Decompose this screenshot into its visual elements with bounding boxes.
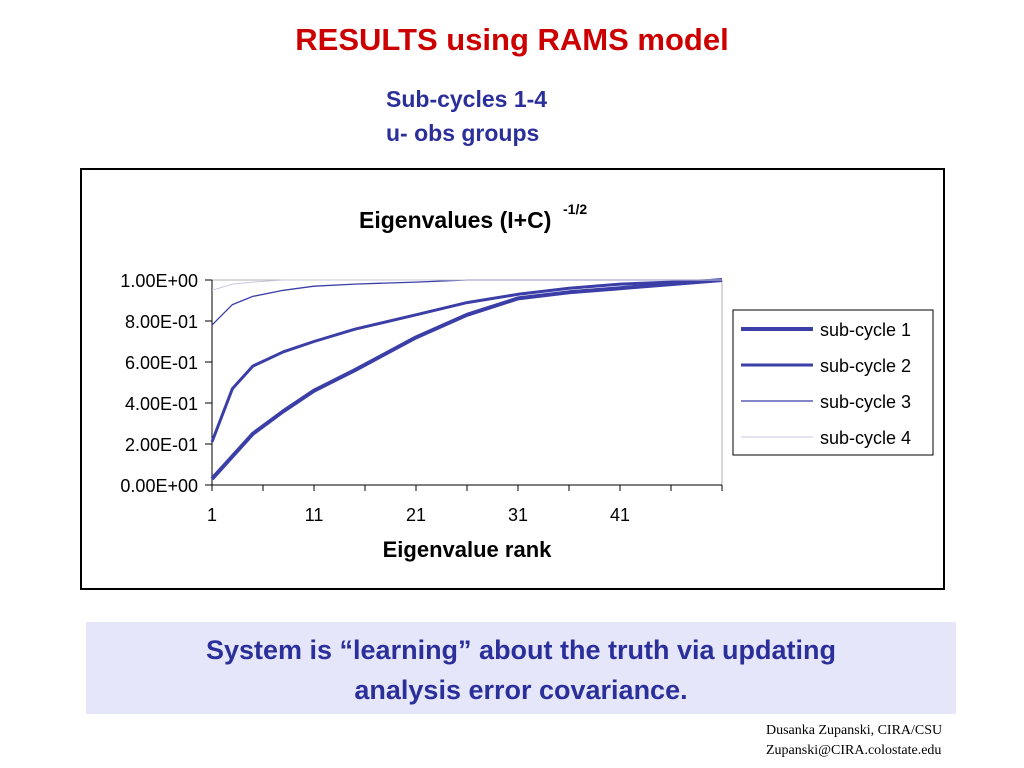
conclusion-line-2: analysis error covariance. bbox=[354, 675, 688, 705]
eigenvalue-chart: Eigenvalues (I+C) -1/2 0.00E+00 2.00E-01 4.0… bbox=[120, 201, 934, 562]
x-axis-label: Eigenvalue rank bbox=[383, 537, 553, 562]
subtitle-line-2: u- obs groups bbox=[386, 120, 540, 146]
subtitle-line-1: Sub-cycles 1-4 bbox=[386, 86, 548, 112]
x-tick-label: 11 bbox=[305, 505, 324, 525]
slide-title: RESULTS using RAMS model bbox=[295, 22, 729, 57]
x-tick-label: 41 bbox=[610, 505, 630, 525]
chart-frame: Eigenvalues (I+C) -1/2 0.00E+00 2.00E-01 4.0… bbox=[80, 168, 945, 590]
y-tick-label: 4.00E-01 bbox=[125, 394, 198, 414]
y-tick-label: 2.00E-01 bbox=[125, 435, 198, 455]
legend-label: sub-cycle 1 bbox=[820, 320, 911, 340]
legend-label: sub-cycle 4 bbox=[820, 428, 911, 448]
legend-label: sub-cycle 3 bbox=[820, 392, 911, 412]
author-credit: Dusanka Zupanski, CIRA/CSU bbox=[766, 723, 943, 738]
y-tick-label: 0.00E+00 bbox=[120, 476, 198, 496]
x-tick-label: 1 bbox=[207, 505, 217, 525]
series-line-2 bbox=[210, 278, 723, 443]
legend-label: sub-cycle 2 bbox=[820, 356, 911, 376]
legend-box bbox=[732, 309, 934, 456]
y-tick-label: 8.00E-01 bbox=[125, 312, 198, 332]
series-line-4 bbox=[211, 279, 722, 291]
chart-title-superscript: -1/2 bbox=[563, 201, 587, 217]
series-line-1 bbox=[210, 278, 723, 481]
conclusion-line-1: System is “learning” about the truth via… bbox=[205, 635, 837, 665]
x-tick-label: 31 bbox=[508, 505, 528, 525]
y-tick-label: 1.00E+00 bbox=[120, 271, 198, 291]
conclusion-box: System is “learning” about the truth via… bbox=[86, 622, 956, 714]
y-tick-label: 6.00E-01 bbox=[125, 353, 198, 373]
plot-area bbox=[211, 279, 723, 486]
chart-title: Eigenvalues (I+C) bbox=[359, 207, 551, 233]
author-email: Zupanski@CIRA.colostate.edu bbox=[766, 743, 942, 758]
x-tick-label: 21 bbox=[406, 505, 426, 525]
